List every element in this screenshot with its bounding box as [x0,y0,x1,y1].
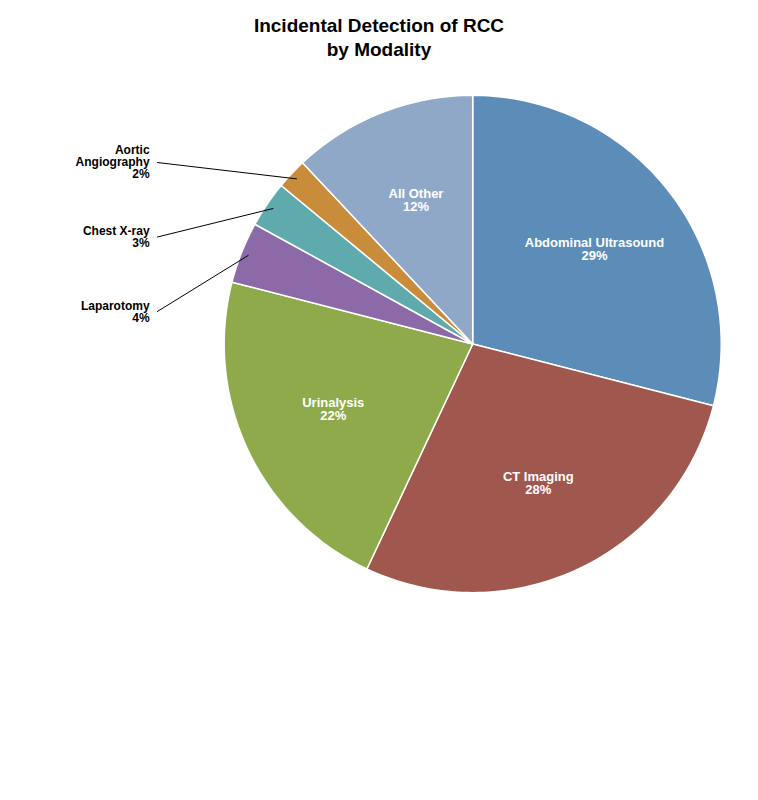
svg-text:Chest X-ray3%: Chest X-ray3% [83,223,150,249]
html-text:Incidental Detection of RCC by: Incidental Detection of RCC by Modality [253,15,505,60]
svg-text:CT Imaging28%: CT Imaging28% [503,469,574,497]
svg-text:All Other12%: All Other12% [389,186,444,214]
svg-text:Abdominal Ultrasound29%: Abdominal Ultrasound29% [525,235,664,263]
svg-text:AorticAngiography2%: AorticAngiography2% [76,143,150,181]
svg-text:Urinalysis22%: Urinalysis22% [302,395,364,423]
svg-text:Laparotomy4%: Laparotomy4% [81,298,150,324]
